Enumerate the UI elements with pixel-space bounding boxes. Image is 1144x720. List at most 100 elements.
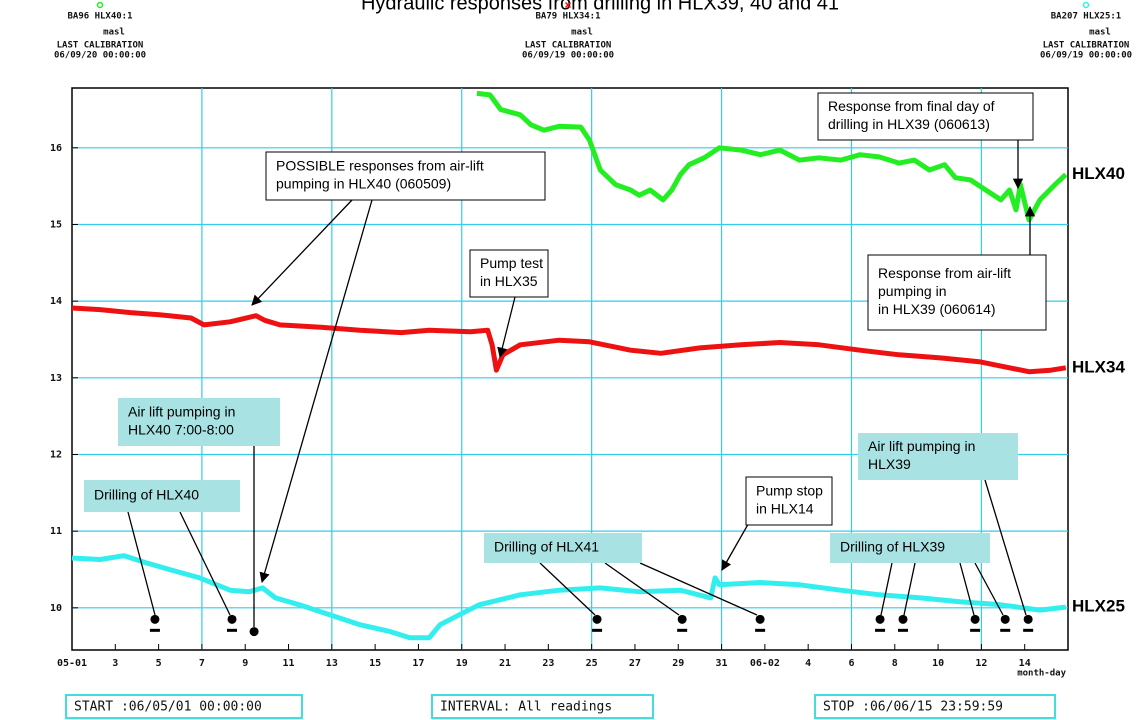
annotation-arrow bbox=[984, 479, 1027, 616]
x-tick-label: 11 bbox=[282, 658, 294, 669]
annotation-arrow bbox=[959, 562, 975, 616]
channel-unit: masl bbox=[103, 28, 125, 38]
event-marker bbox=[898, 614, 908, 624]
annotation-text: Pump test bbox=[480, 255, 543, 271]
calibration-label: LAST CALIBRATION bbox=[57, 41, 144, 51]
x-tick-label: 31 bbox=[716, 658, 728, 669]
calibration-date: 06/09/19 00:00:00 bbox=[522, 51, 614, 61]
annotation-text: pumping in HLX40 (060509) bbox=[276, 176, 451, 192]
annotation-arrow bbox=[251, 199, 353, 306]
annotation-text: Air lift pumping in bbox=[868, 438, 975, 454]
x-tick-label: 5 bbox=[156, 658, 162, 669]
annotation-arrow bbox=[539, 562, 596, 616]
annotation-text: Drilling of HLX39 bbox=[840, 539, 945, 555]
channel-unit: masl bbox=[1089, 28, 1111, 38]
stop-label: STOP :06/06/15 23:59:59 bbox=[823, 700, 1003, 715]
annotation-text: HLX39 bbox=[868, 456, 911, 472]
y-tick-label: 11 bbox=[50, 526, 62, 537]
x-tick-label: 12 bbox=[975, 658, 987, 669]
annotation-box bbox=[484, 533, 642, 563]
footer-box bbox=[65, 694, 303, 719]
annotation-arrow bbox=[497, 296, 516, 359]
annotation-arrow bbox=[179, 511, 231, 616]
calibration-date: 06/09/19 00:00:00 bbox=[1040, 51, 1132, 61]
annotation-box bbox=[867, 254, 1047, 331]
y-tick-label: 13 bbox=[50, 373, 62, 384]
x-tick-label: 8 bbox=[892, 658, 898, 669]
x-tick-label: 14 bbox=[1019, 658, 1031, 669]
x-tick-label: 17 bbox=[412, 658, 424, 669]
annotation-box bbox=[265, 151, 546, 201]
x-axis-label: month-day bbox=[1017, 669, 1066, 679]
plot-frame bbox=[71, 87, 1069, 651]
x-tick-label: 19 bbox=[456, 658, 468, 669]
event-marker bbox=[875, 614, 885, 624]
channel-marker bbox=[564, 1, 572, 9]
channel-id: BA79 HLX34:1 bbox=[535, 12, 600, 22]
x-tick-label: 4 bbox=[805, 658, 811, 669]
calibration-label: LAST CALIBRATION bbox=[1043, 41, 1130, 51]
annotation-text: POSSIBLE responses from air-lift bbox=[276, 158, 484, 174]
x-tick-label: 05-01 bbox=[57, 658, 87, 669]
x-tick-label: 29 bbox=[672, 658, 684, 669]
annotation-arrow bbox=[639, 562, 758, 616]
y-tick-label: 12 bbox=[50, 449, 62, 460]
legend-label: HLX34 bbox=[1072, 357, 1125, 376]
annotation-arrow bbox=[880, 562, 893, 616]
legend-label: HLX40 bbox=[1072, 164, 1125, 183]
calibration-date: 06/09/20 00:00:00 bbox=[54, 51, 146, 61]
channel-id: BA96 HLX40:1 bbox=[67, 12, 132, 22]
annotation-arrow bbox=[127, 511, 156, 616]
event-marker bbox=[1000, 614, 1010, 624]
y-tick-label: 14 bbox=[50, 296, 62, 307]
channel-id: BA207 HLX25:1 bbox=[1051, 12, 1121, 22]
x-tick-label: 10 bbox=[932, 658, 944, 669]
annotation-text: in HLX35 bbox=[480, 273, 538, 289]
annotation-text: Response from final day of bbox=[828, 98, 995, 114]
annotation-text: Air lift pumping in bbox=[128, 404, 235, 420]
event-marker bbox=[677, 614, 687, 624]
y-tick-label: 15 bbox=[50, 219, 62, 230]
channel-marker bbox=[1082, 1, 1090, 9]
footer-box bbox=[814, 694, 1056, 719]
event-marker bbox=[592, 614, 602, 624]
x-tick-label: 27 bbox=[629, 658, 641, 669]
annotation-box bbox=[858, 433, 1018, 480]
annotation-box bbox=[830, 533, 990, 563]
x-tick-label: 13 bbox=[326, 658, 338, 669]
annotation-text: Pump stop bbox=[756, 483, 823, 499]
annotation-text: drilling in HLX39 (060613) bbox=[828, 116, 990, 132]
x-tick-label: 7 bbox=[199, 658, 205, 669]
x-tick-label: 21 bbox=[499, 658, 511, 669]
event-marker bbox=[755, 614, 765, 624]
x-tick-label: 23 bbox=[542, 658, 554, 669]
annotation-box bbox=[469, 249, 549, 298]
x-tick-label: 9 bbox=[242, 658, 248, 669]
series-line bbox=[71, 305, 1067, 375]
annotation-box bbox=[118, 398, 280, 446]
channel-unit: masl bbox=[571, 28, 593, 38]
chart-title: Hydraulic responses from drilling in HLX… bbox=[361, 0, 839, 14]
series-line bbox=[476, 90, 1068, 223]
annotation-text: Response from air-lift bbox=[878, 265, 1011, 281]
annotation-text: in HLX39 (060614) bbox=[878, 301, 996, 317]
x-tick-label: 15 bbox=[369, 658, 381, 669]
annotation-text: in HLX14 bbox=[756, 501, 814, 517]
footer-box bbox=[431, 694, 654, 719]
annotation-arrow bbox=[903, 562, 916, 616]
x-tick-label: 6 bbox=[848, 658, 854, 669]
annotation-text: Drilling of HLX41 bbox=[494, 539, 599, 555]
calibration-label: LAST CALIBRATION bbox=[525, 41, 612, 51]
annotation-arrow bbox=[974, 562, 1004, 616]
event-marker bbox=[970, 614, 980, 624]
annotation-arrow bbox=[604, 562, 680, 616]
event-marker bbox=[227, 614, 237, 624]
x-tick-label: 06-02 bbox=[750, 658, 780, 669]
event-marker bbox=[1023, 614, 1033, 624]
annotation-text: HLX40 7:00-8:00 bbox=[128, 422, 234, 438]
annotation-arrow bbox=[259, 199, 373, 583]
legend-label: HLX25 bbox=[1072, 597, 1125, 616]
start-label: START :06/05/01 00:00:00 bbox=[74, 700, 262, 715]
channel-marker bbox=[96, 1, 104, 9]
